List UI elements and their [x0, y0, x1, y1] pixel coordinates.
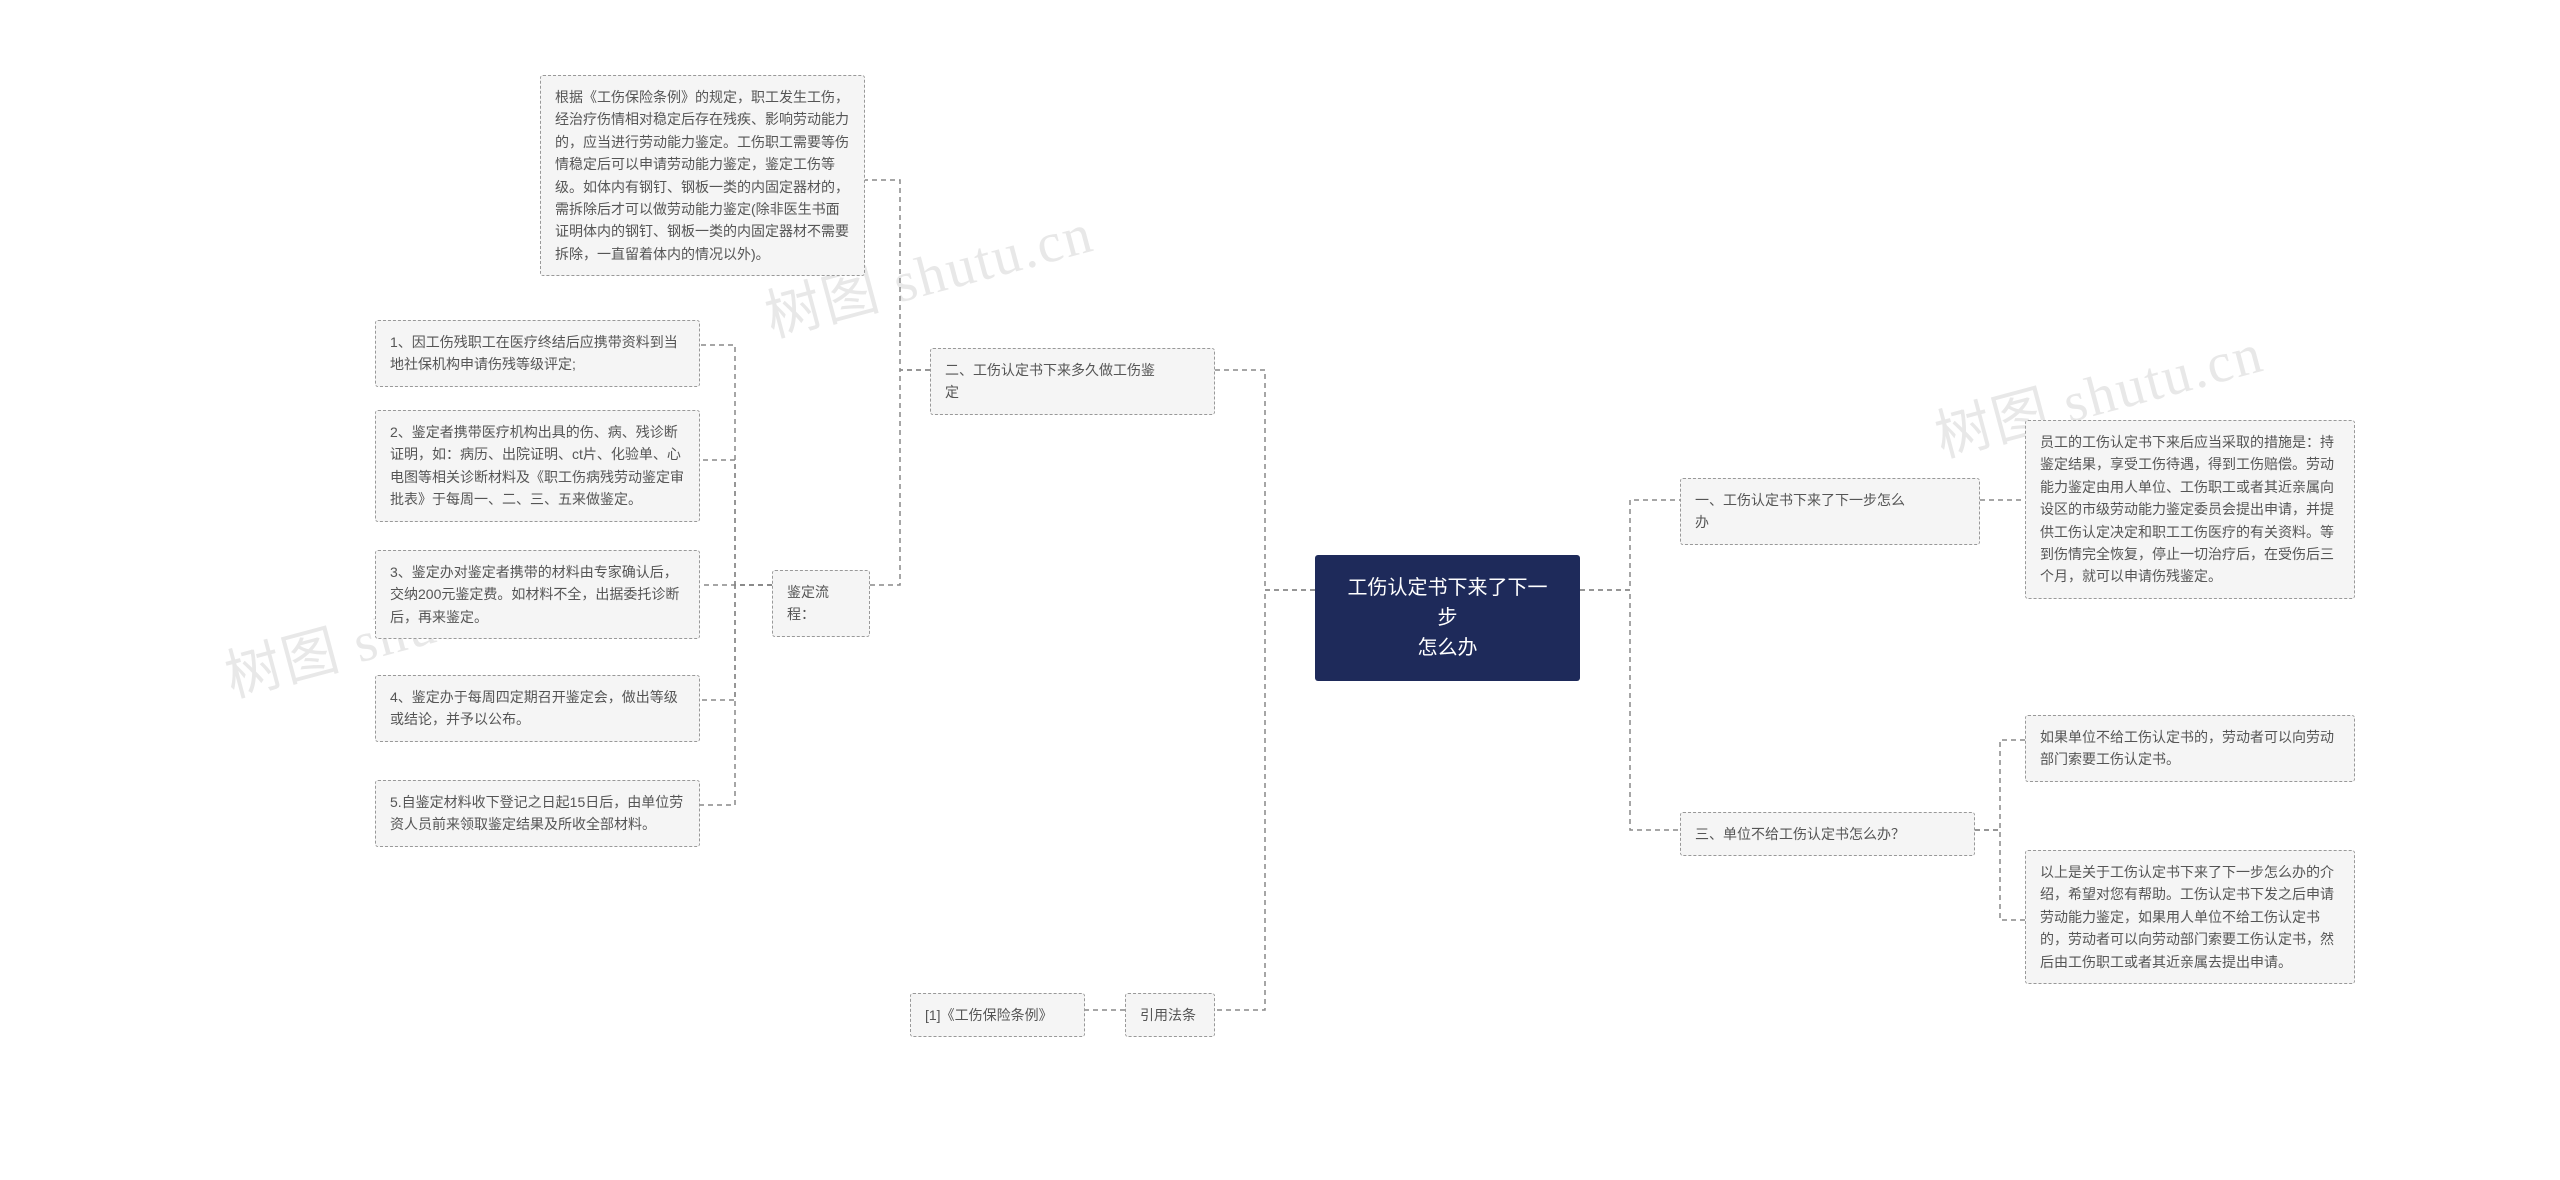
- process-step-4: 4、鉴定办于每周四定期召开鉴定会，做出等级或结论，并予以公布。: [375, 675, 700, 742]
- process-label: 鉴定流程：: [772, 570, 870, 637]
- process-step-5: 5.自鉴定材料收下登记之日起15日后，由单位劳资人员前来领取鉴定结果及所收全部材…: [375, 780, 700, 847]
- branch-4-content: [1]《工伤保险条例》: [910, 993, 1085, 1037]
- branch-3-content-1: 如果单位不给工伤认定书的，劳动者可以向劳动部门索要工伤认定书。: [2025, 715, 2355, 782]
- branch-2-title: 二、工伤认定书下来多久做工伤鉴定: [930, 348, 1215, 415]
- branch-1-title: 一、工伤认定书下来了下一步怎么办: [1680, 478, 1980, 545]
- branch-2-top: 根据《工伤保险条例》的规定，职工发生工伤，经治疗伤情相对稳定后存在残疾、影响劳动…: [540, 75, 865, 276]
- branch-1-content: 员工的工伤认定书下来后应当采取的措施是：持鉴定结果，享受工伤待遇，得到工伤赔偿。…: [2025, 420, 2355, 599]
- branch-3-title: 三、单位不给工伤认定书怎么办？: [1680, 812, 1975, 856]
- branch-3-content-2: 以上是关于工伤认定书下来了下一步怎么办的介绍，希望对您有帮助。工伤认定书下发之后…: [2025, 850, 2355, 984]
- process-step-2: 2、鉴定者携带医疗机构出具的伤、病、残诊断证明，如：病历、出院证明、ct片、化验…: [375, 410, 700, 522]
- process-step-1: 1、因工伤残职工在医疗终结后应携带资料到当地社保机构申请伤残等级评定;: [375, 320, 700, 387]
- process-step-3: 3、鉴定办对鉴定者携带的材料由专家确认后，交纳200元鉴定费。如材料不全，出据委…: [375, 550, 700, 639]
- root-node: 工伤认定书下来了下一步怎么办: [1315, 555, 1580, 681]
- branch-4-title: 引用法条: [1125, 993, 1215, 1037]
